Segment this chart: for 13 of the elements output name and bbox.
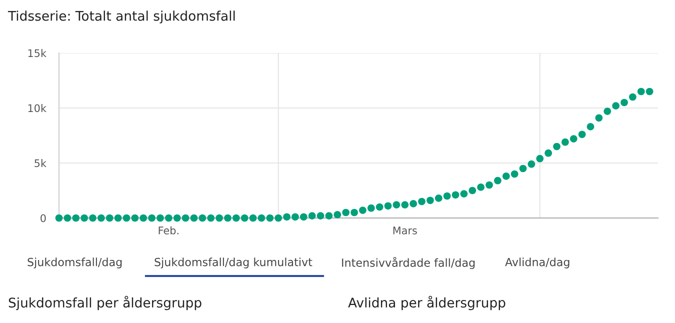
x-tick-label: Feb.: [158, 226, 178, 234]
y-tick-label: 15k: [28, 49, 46, 58]
text: Avlidna per åldersgrupp: [348, 296, 506, 310]
text: Avlidna/dag: [505, 258, 570, 268]
chart-title: Tidsserie: Totalt antal sjukdomsfall: [8, 10, 235, 24]
y-tick-label: 0: [40, 214, 46, 222]
x-tick-label: Mars: [393, 226, 417, 234]
text: Sjukdomsfall/dag kumulativt: [154, 258, 312, 268]
y-tick-label: 5k: [34, 159, 46, 168]
text: Intensivvårdade fall/dag: [342, 256, 475, 270]
text: Sjukdomsfall/dag: [28, 258, 122, 268]
text: Sjukdomsfall per åldersgrupp: [8, 296, 202, 310]
y-tick-label: 10k: [28, 104, 46, 112]
